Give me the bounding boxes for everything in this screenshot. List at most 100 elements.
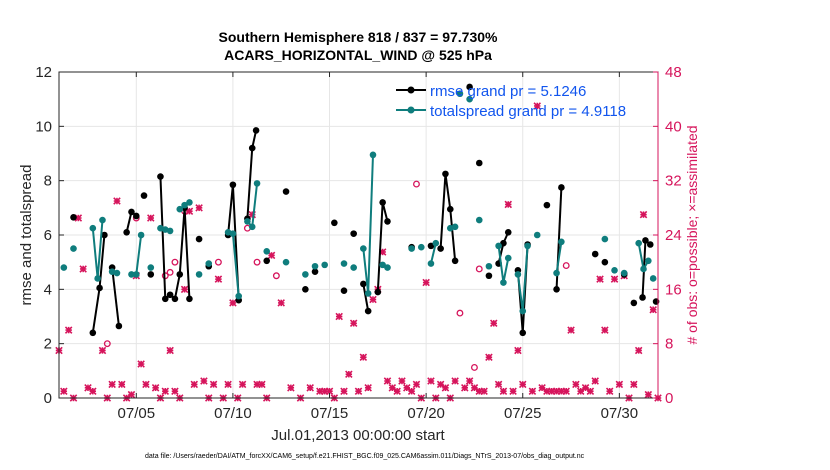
rmse-point [364,307,372,315]
totalspread-point [302,271,309,278]
rmse-point [442,170,449,178]
totalspread-point [475,216,483,224]
rmse-point [331,219,338,227]
rmse-point [176,271,184,278]
obs-assimilated-marker [306,384,314,392]
obs-assimilated-marker [118,380,126,389]
obs-assimilated-marker [398,377,406,385]
totalspread-point [514,271,522,278]
totalspread-point [132,271,140,278]
y-right-tick-label: 0 [665,390,673,407]
obs-assimilated-marker [349,319,358,328]
rmse-point [446,205,454,213]
obs-possible-marker [103,340,111,348]
totalspread-point [524,242,531,250]
totalspread-point [195,271,203,278]
rmse-point [195,235,203,243]
totalspread-point [263,248,271,255]
totalspread-point [601,235,609,243]
obs-assimilated-marker [393,387,401,395]
rmse-point [451,257,459,265]
obs-assimilated-marker [151,384,160,392]
obs-assimilated-marker [137,360,145,368]
totalspread-point [504,254,512,262]
y-right-tick-label: 16 [665,281,682,298]
rmse-point [128,208,135,216]
rmse-point [475,159,483,167]
rmse-point [379,199,386,206]
obs-assimilated-marker [108,380,116,389]
rmse-point [553,286,560,293]
rmse-point [374,288,382,296]
totalspread-point [128,271,135,278]
y-left-tick-label: 10 [35,118,52,135]
rmse-point [427,242,435,250]
totalspread-point [645,257,652,265]
obs-assimilated-marker [238,380,247,389]
obs-assimilated-marker [345,370,353,378]
rmse-point [350,230,357,237]
obs-possible-marker [171,258,179,266]
obs-assimilated-marker [190,380,199,389]
y-left-tick-label: 12 [35,64,52,81]
obs-assimilated-marker [171,387,179,395]
totalspread-point [205,260,213,267]
obs-assimilated-marker [509,387,517,395]
x-tick-label: 07/15 [311,405,349,422]
totalspread-point [176,205,184,213]
totalspread-point [360,245,367,252]
totalspread-point [379,261,386,269]
obs-assimilated-marker [514,346,522,355]
totalspread-point [137,231,145,239]
totalspread-point [620,269,628,277]
obs-assimilated-marker [610,275,619,283]
totalspread-point [99,216,106,224]
totalspread-point [500,279,507,286]
rmse-point [646,241,654,248]
obs-assimilated-marker [562,387,570,395]
x-axis-label: Jul.01,2013 00:00:00 start [271,427,445,444]
x-tick-label: 07/25 [504,405,542,422]
obs-assimilated-marker [229,299,237,307]
totalspread-point [89,224,97,232]
obs-assimilated-marker [388,384,397,392]
totalspread-point [282,258,290,266]
rmse-point [360,280,367,288]
obs-assimilated-marker [340,387,348,395]
obs-assimilated-marker [412,380,421,389]
totalspread-point [147,264,155,271]
obs-assimilated-marker [451,377,459,385]
obs-assimilated-marker [605,387,614,395]
obs-assimilated-marker [64,326,73,334]
rmse-point [591,250,599,258]
rmse-point [252,127,260,134]
obs-assimilated-marker [572,380,580,389]
totalspread-point [417,243,425,251]
obs-assimilated-marker [504,200,513,209]
obs-assimilated-marker [224,380,232,389]
totalspread-point [229,230,237,237]
rmse-point [466,83,473,91]
axes-ticks: 07/05 07/10 07/15 07/20 07/25 07/300246810120… [35,64,681,422]
obs-possible-marker [413,180,420,188]
obs-assimilated-marker [84,384,92,392]
obs-possible-marker [272,272,280,280]
legend-spread-marker [407,106,415,114]
totalspread-point [340,260,348,267]
y-left-tick-label: 6 [44,227,52,244]
rmse-line-segment [362,283,370,312]
rmse-point [70,214,77,221]
obs-assimilated-marker [60,387,68,395]
totalspread-point [350,264,357,271]
totalspread-point [408,245,415,252]
obs-assimilated-marker [359,353,368,362]
rmse-point [157,173,164,180]
obs-assimilated-marker [528,387,537,395]
totalspread-point [553,269,560,277]
totalspread-point [485,262,493,270]
totalspread-point [70,245,77,252]
totalspread-point [558,238,565,246]
rmse-point [311,268,319,275]
obs-assimilated-marker [383,377,392,385]
